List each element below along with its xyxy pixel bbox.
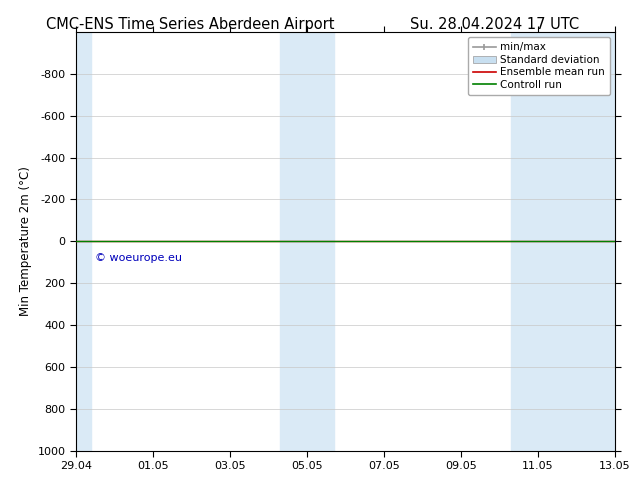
Text: Su. 28.04.2024 17 UTC: Su. 28.04.2024 17 UTC bbox=[410, 17, 579, 32]
Text: CMC-ENS Time Series Aberdeen Airport: CMC-ENS Time Series Aberdeen Airport bbox=[46, 17, 335, 32]
Bar bbox=[280, 32, 334, 451]
Bar bbox=[76, 32, 91, 451]
Y-axis label: Min Temperature 2m (°C): Min Temperature 2m (°C) bbox=[19, 167, 32, 316]
Text: © woeurope.eu: © woeurope.eu bbox=[95, 253, 183, 263]
Bar bbox=[511, 32, 615, 451]
Legend: min/max, Standard deviation, Ensemble mean run, Controll run: min/max, Standard deviation, Ensemble me… bbox=[467, 37, 610, 95]
